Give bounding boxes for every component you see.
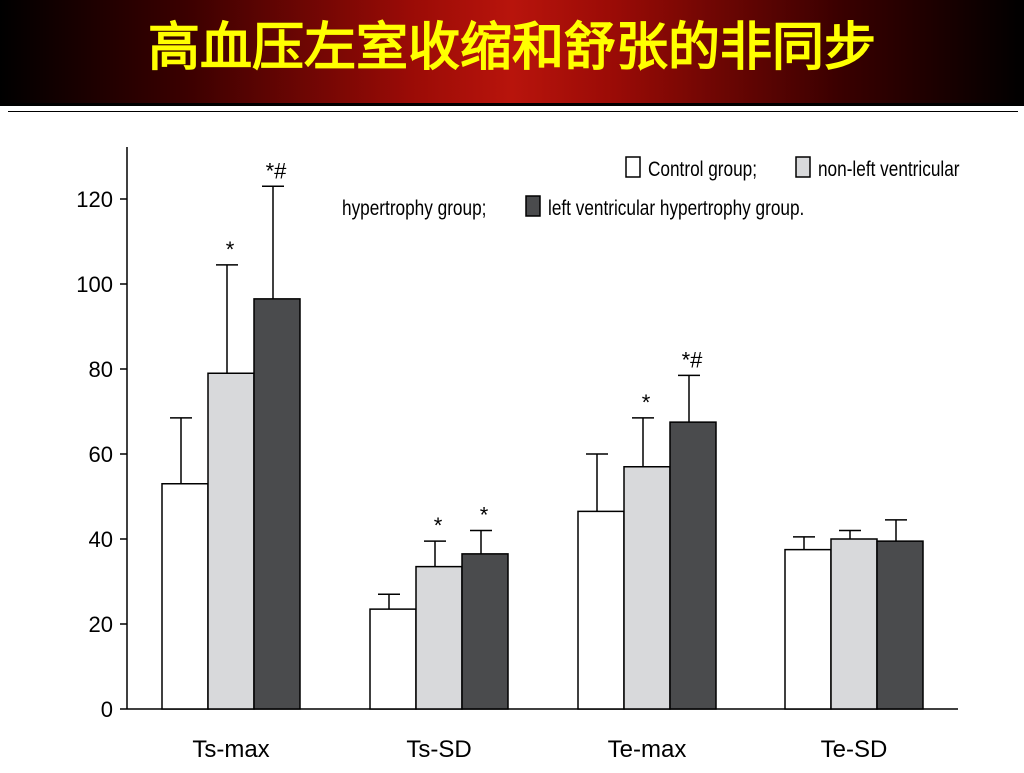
bar-chart: 0 20 40 60 80 100 120 Ts-max Ts-SD Te-max Te-SD * *… — [0, 114, 1024, 768]
bar — [577, 510, 625, 710]
y-tick-label: 120 — [76, 187, 113, 212]
bar — [253, 298, 301, 710]
significance-mark: * — [434, 513, 443, 538]
x-tick-label: Te-max — [608, 736, 687, 763]
bar — [369, 608, 417, 710]
bar — [784, 548, 832, 710]
bar — [669, 421, 717, 710]
legend-swatch-control — [625, 156, 641, 178]
title-divider-thick — [0, 103, 1024, 106]
significance-mark: * — [642, 390, 651, 415]
x-tick-label: Ts-SD — [406, 736, 471, 763]
legend-text-lvh: left ventricular hypertrophy group. — [548, 198, 804, 221]
legend-text-control: Control group; — [648, 159, 757, 182]
bar — [207, 372, 255, 710]
axes: 0 20 40 60 80 100 120 Ts-max Ts-SD Te-max Te-SD — [76, 147, 958, 763]
significance-mark: * — [226, 237, 235, 262]
y-tick-label: 80 — [89, 357, 113, 382]
bar — [461, 553, 509, 710]
legend: Control group; non-left ventricular hype… — [342, 156, 960, 221]
slide-title: 高血压左室收缩和舒张的非同步 — [147, 17, 876, 78]
legend-swatch-lvh — [525, 195, 541, 217]
significance-mark: *# — [266, 158, 288, 183]
y-tick-label: 20 — [89, 612, 113, 637]
legend-text-non-lvh-2: hypertrophy group; — [342, 198, 486, 221]
y-tick-label: 0 — [101, 697, 113, 722]
y-tick-label: 40 — [89, 527, 113, 552]
bar — [415, 565, 463, 710]
y-tick-label: 100 — [76, 272, 113, 297]
significance-mark: * — [480, 503, 489, 528]
significance-mark: *# — [682, 347, 704, 372]
legend-swatch-non-lvh — [795, 156, 811, 178]
legend-text-non-lvh-1: non-left ventricular — [818, 159, 960, 182]
bar — [623, 466, 671, 710]
y-tick-label: 60 — [89, 442, 113, 467]
bar — [830, 538, 878, 710]
bar — [161, 483, 209, 710]
x-tick-label: Ts-max — [192, 736, 269, 763]
x-tick-label: Te-SD — [821, 736, 888, 763]
title-divider-thin — [8, 111, 1018, 112]
bars: * * * *# * *# — [161, 158, 924, 710]
title-banner: 高血压左室收缩和舒张的非同步 — [0, 0, 1024, 103]
bar — [876, 540, 924, 710]
